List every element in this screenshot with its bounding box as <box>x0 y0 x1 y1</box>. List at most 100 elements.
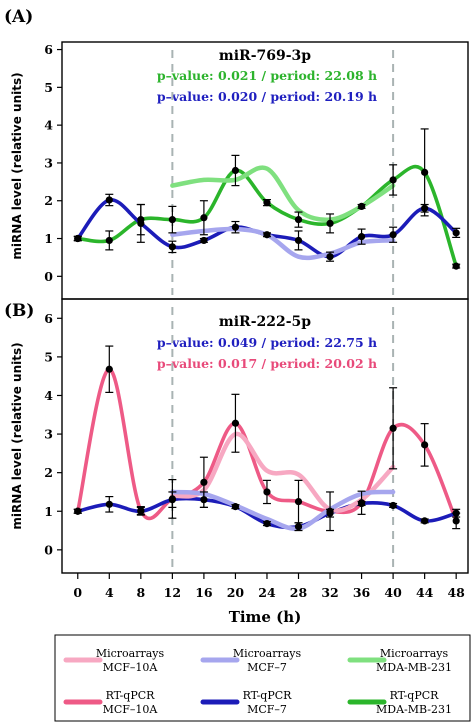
y-tick-label: 2 <box>44 193 53 208</box>
legend: MicroarraysMCF–10AMicroarraysMCF–7Microa… <box>63 647 452 716</box>
legend-label-line1: Microarrays <box>233 647 302 660</box>
panel-b-annotation-1: p–value: 0.049 / period: 22.75 h <box>157 335 377 350</box>
panel-a-title: miR-769-3p <box>219 48 311 64</box>
data-point <box>452 509 460 517</box>
data-point <box>357 499 366 508</box>
y-tick-label: 0 <box>44 542 53 557</box>
data-point <box>421 204 429 212</box>
data-point <box>200 478 208 486</box>
data-point <box>294 216 303 224</box>
panel-b-ylabel: miRNA level (relative units) <box>10 342 24 529</box>
data-point <box>231 419 240 427</box>
legend-label-line2: MDA-MB-231 <box>376 661 452 674</box>
data-point <box>200 236 208 245</box>
x-tick-label: 4 <box>105 585 114 600</box>
y-tick-label: 2 <box>44 465 53 480</box>
data-point <box>105 365 113 373</box>
data-point <box>294 236 303 245</box>
data-point <box>105 236 113 245</box>
x-tick-label: 8 <box>136 585 145 600</box>
y-tick-label: 4 <box>44 388 53 403</box>
panel-a-label: (A) <box>4 7 33 27</box>
data-point <box>326 509 334 517</box>
legend-label-line2: MCF–7 <box>247 661 287 674</box>
x-tick-label: 32 <box>321 585 338 600</box>
data-point <box>326 253 334 261</box>
x-tick-label: 16 <box>195 585 213 600</box>
data-point <box>357 233 366 241</box>
legend-box <box>54 634 471 722</box>
data-point <box>74 234 82 243</box>
panel-b-frame <box>61 298 469 574</box>
data-point <box>231 223 240 231</box>
x-tick-label: 44 <box>416 585 434 600</box>
data-point <box>263 199 271 207</box>
y-tick-label: 5 <box>44 349 53 364</box>
data-point <box>389 501 397 510</box>
data-point <box>263 488 271 496</box>
panel-a-annotation-2: p–value: 0.020 / period: 20.19 h <box>157 89 377 104</box>
y-tick-label: 5 <box>44 80 53 95</box>
data-point <box>168 216 176 224</box>
data-point <box>421 517 429 525</box>
data-point <box>294 498 303 506</box>
legend-label-line1: RT-qPCR <box>243 689 293 702</box>
data-point <box>200 214 208 222</box>
legend-label-line2: MDA-MB-231 <box>376 703 452 716</box>
x-tick-label: 28 <box>290 585 308 600</box>
data-point <box>263 520 271 528</box>
legend-label-line2: MCF–10A <box>103 703 159 716</box>
data-point <box>389 424 397 432</box>
data-point <box>357 202 366 211</box>
data-point <box>452 262 460 270</box>
panel-a-annotation-1: p–value: 0.021 / period: 22.08 h <box>157 68 377 83</box>
x-tick-label: 12 <box>164 585 181 600</box>
y-tick-label: 3 <box>44 427 53 442</box>
legend-label-line2: MCF–10A <box>103 661 159 674</box>
data-point <box>389 231 397 239</box>
legend-label-line1: RT-qPCR <box>106 689 156 702</box>
panel-a-ylabel: miRNA level (relative units) <box>10 72 24 259</box>
series-line-rt-qpcr-mcf-7 <box>76 198 458 259</box>
y-tick-label: 1 <box>44 504 53 519</box>
data-point <box>168 243 176 251</box>
x-tick-label: 24 <box>258 585 276 600</box>
data-point <box>389 176 397 184</box>
legend-label-line1: Microarrays <box>380 647 449 660</box>
data-point <box>74 507 82 515</box>
x-tick-label: 36 <box>353 585 371 600</box>
panel-b-title: miR-222-5p <box>219 314 311 330</box>
x-tick-label: 20 <box>227 585 245 600</box>
data-point <box>137 219 145 228</box>
legend-label-line1: Microarrays <box>96 647 165 660</box>
data-point <box>200 496 208 504</box>
y-tick-label: 6 <box>44 42 53 57</box>
y-tick-label: 1 <box>44 231 53 246</box>
data-point <box>168 496 176 504</box>
panel-b-annotation-2: p–value: 0.017 / period: 20.02 h <box>157 356 377 371</box>
x-tick-label: 48 <box>447 585 465 600</box>
y-tick-label: 6 <box>44 311 53 326</box>
data-point <box>452 517 460 525</box>
panel-b-label: (B) <box>4 301 34 321</box>
x-axis-label: Time (h) <box>229 608 302 626</box>
data-point <box>263 231 271 239</box>
x-tick-label: 0 <box>73 585 82 600</box>
y-tick-label: 3 <box>44 155 53 170</box>
data-point <box>105 500 113 508</box>
data-point <box>294 523 303 531</box>
data-point <box>421 168 429 176</box>
data-point <box>231 503 240 511</box>
data-point <box>326 219 334 228</box>
data-point <box>231 166 240 175</box>
data-point <box>137 507 145 515</box>
y-tick-label: 0 <box>44 269 53 284</box>
data-point <box>421 441 429 449</box>
series-line-microarrays-mcf-7 <box>170 489 396 532</box>
legend-label-line2: MCF–7 <box>247 703 287 716</box>
data-point <box>105 196 113 204</box>
x-tick-label: 40 <box>384 585 402 600</box>
data-point <box>452 229 460 237</box>
